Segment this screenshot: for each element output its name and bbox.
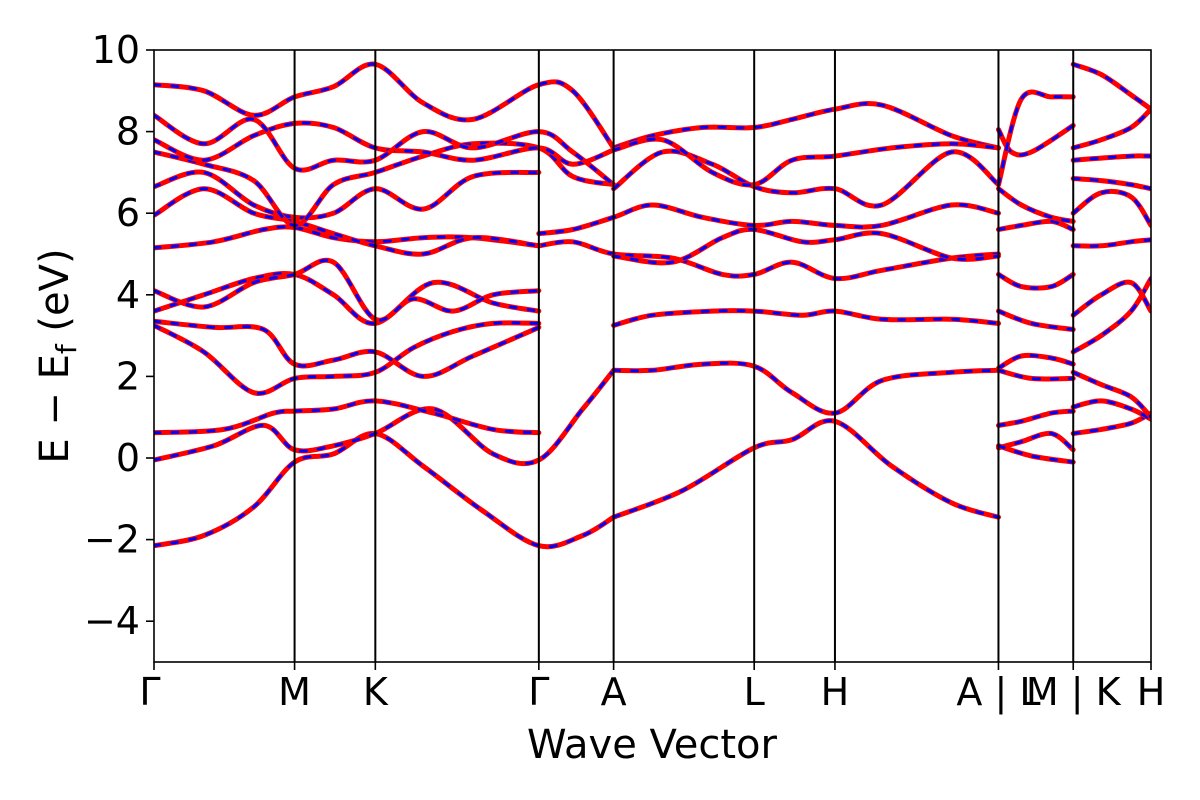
band-line-overlay — [154, 170, 541, 220]
x-tick-label: M | K — [1026, 670, 1122, 715]
y-tick-label: 2 — [116, 354, 140, 398]
band-line-overlay — [997, 409, 1075, 427]
band-line-overlay — [612, 137, 1000, 187]
band-line — [154, 318, 542, 379]
band-line — [1070, 237, 1151, 249]
band-line-overlay — [154, 141, 616, 227]
y-tick-label: 8 — [116, 110, 140, 154]
band-line-overlay — [154, 321, 541, 395]
band-line-overlay — [997, 124, 1075, 157]
x-tick-label: A — [601, 670, 627, 714]
y-tick-label: 10 — [92, 28, 140, 72]
band-line-overlay — [997, 187, 1075, 223]
band-line-overlay — [997, 368, 1075, 381]
band-line-overlay — [612, 227, 1000, 265]
y-axis-title-main: E − E — [32, 354, 78, 464]
x-axis-ticks: Γ M K Γ A L H A | LM | K H — [139, 662, 1165, 715]
band-line-overlay — [154, 62, 616, 150]
band-line-overlay — [997, 219, 1075, 231]
band-line — [154, 430, 617, 550]
band-line-overlay — [1071, 280, 1151, 317]
band-line-overlay — [154, 399, 541, 435]
band-line — [154, 257, 542, 323]
band-line — [611, 360, 1001, 416]
band-line-overlay — [1071, 411, 1151, 435]
band-line-overlay — [612, 419, 1000, 519]
band-line — [996, 89, 1076, 188]
x-tick-label: L — [744, 670, 765, 714]
y-axis-title: E − Ef (eV) — [32, 248, 83, 463]
band-line-overlay — [1071, 399, 1151, 421]
band-line-overlay — [997, 272, 1075, 290]
band-line-overlay — [612, 361, 1000, 415]
y-tick-label: 0 — [116, 436, 140, 480]
x-tick-label: Γ — [528, 670, 549, 714]
band-line — [1070, 106, 1151, 151]
band-line — [154, 398, 542, 436]
y-tick-label: −4 — [84, 599, 140, 643]
x-tick-label: Γ — [139, 670, 160, 714]
band-line-overlay — [154, 271, 541, 325]
y-tick-label: −2 — [84, 518, 140, 562]
band-line-overlay — [154, 113, 616, 187]
band-line-overlay — [537, 203, 1000, 236]
band-line — [996, 352, 1076, 371]
kpoint-lines — [293, 50, 1075, 662]
x-tick-label: A | L — [956, 670, 1040, 715]
band-line — [996, 308, 1076, 332]
y-tick-label: 6 — [116, 191, 140, 235]
band-line-overlay — [997, 309, 1075, 331]
band-line-overlay — [997, 90, 1075, 187]
band-line — [611, 136, 1001, 188]
band-line — [1070, 176, 1151, 192]
band-line-overlay — [154, 368, 616, 466]
band-line-overlay — [1071, 107, 1151, 150]
y-axis-title-subscript: f — [50, 343, 83, 354]
band-line — [996, 186, 1076, 224]
band-line — [1070, 410, 1151, 436]
band-line-overlay — [997, 444, 1075, 464]
plot-frame — [153, 49, 1152, 663]
band-line — [154, 367, 617, 467]
x-axis-title: Wave Vector — [527, 722, 778, 768]
band-line — [1070, 153, 1151, 163]
y-axis-ticks: −4 −2 0 2 4 6 8 10 — [84, 28, 154, 643]
band-line-overlay — [612, 309, 1000, 327]
band-line-overlay — [612, 102, 1000, 150]
x-tick-label: H — [821, 670, 850, 714]
band-line-overlay — [612, 149, 1000, 208]
band-line-overlay — [997, 431, 1075, 452]
band-line-overlay — [1071, 370, 1151, 419]
bands-layer — [154, 61, 1151, 550]
y-axis-title-unit: (eV) — [32, 248, 78, 344]
band-line — [996, 271, 1076, 291]
band-line — [1070, 188, 1151, 228]
band-line — [611, 418, 1001, 520]
band-line — [996, 443, 1076, 465]
band-line-overlay — [1071, 62, 1151, 111]
x-tick-label: K — [363, 670, 389, 714]
band-line — [1070, 61, 1151, 112]
y-tick-label: 4 — [116, 273, 140, 317]
band-line-overlay — [154, 187, 541, 256]
x-tick-label: M — [278, 670, 311, 714]
band-line-overlay — [997, 353, 1075, 370]
x-tick-label: H — [1137, 670, 1166, 714]
band-line — [536, 239, 1001, 282]
band-line-overlay — [154, 319, 541, 378]
